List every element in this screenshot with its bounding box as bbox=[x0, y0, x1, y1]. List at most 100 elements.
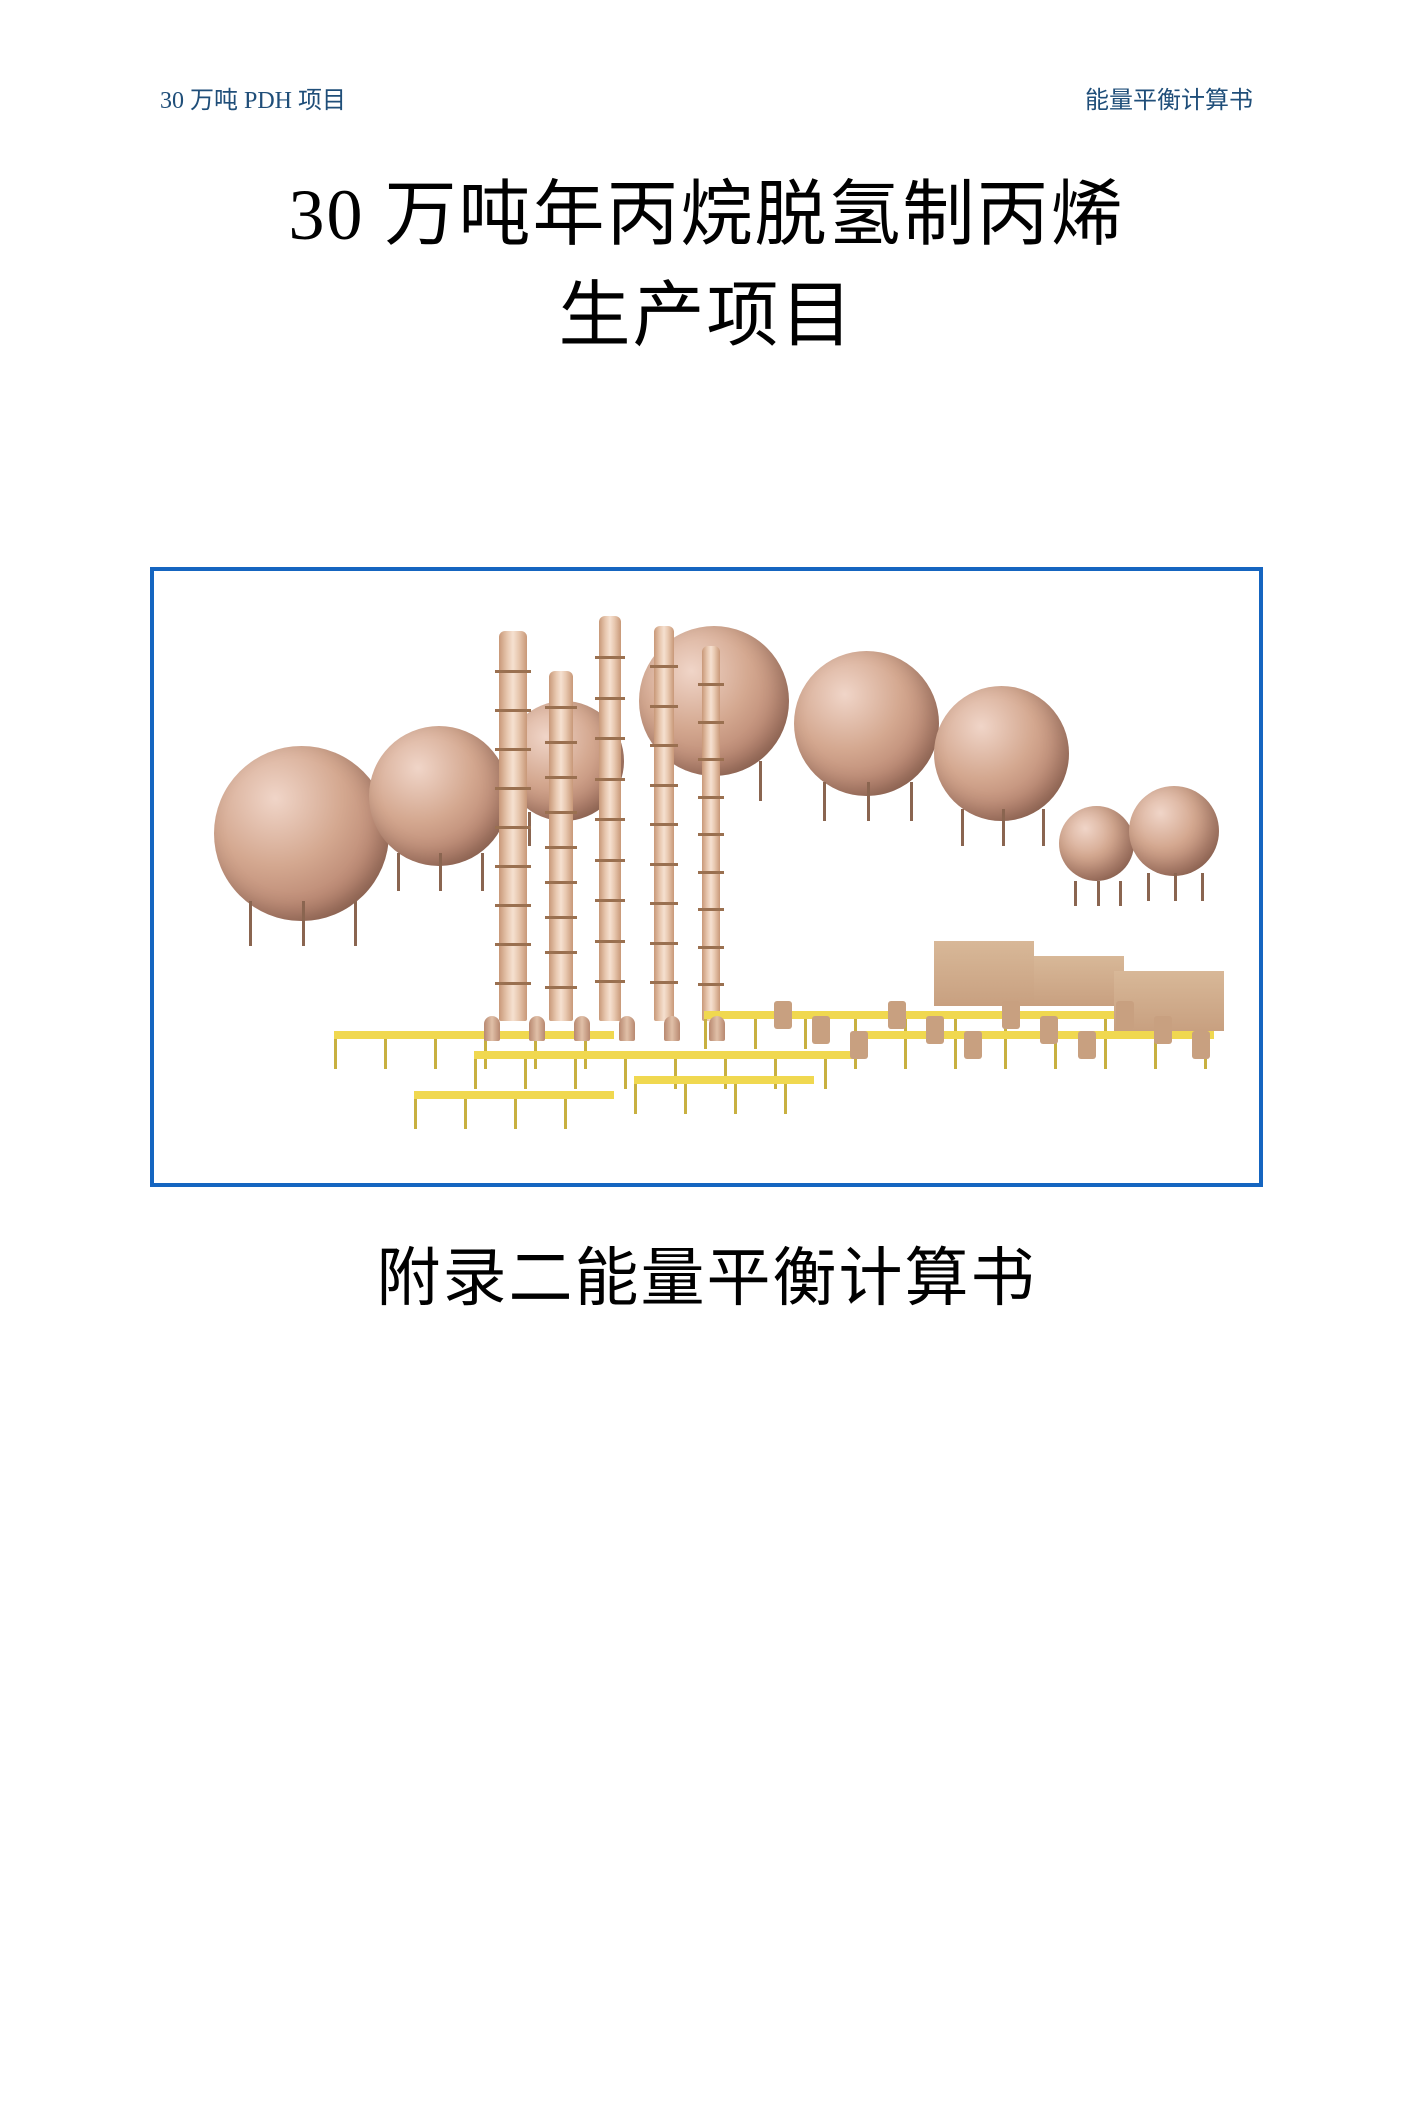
column-platform-icon bbox=[545, 706, 577, 709]
column-platform-icon bbox=[495, 865, 531, 868]
column-platform-icon bbox=[495, 709, 531, 712]
column-platform-icon bbox=[495, 670, 531, 673]
column-platform-icon bbox=[698, 983, 724, 986]
storage-sphere-icon bbox=[1059, 806, 1134, 881]
document-page: 30 万吨 PDH 项目 能量平衡计算书 30 万吨年丙烷脱氢制丙烯 生产项目 … bbox=[0, 0, 1413, 2112]
column-platform-icon bbox=[545, 811, 577, 814]
sphere-leg-icon bbox=[354, 901, 357, 946]
equipment-building-icon bbox=[1034, 956, 1124, 1006]
column-platform-icon bbox=[650, 784, 678, 787]
support-beam-icon bbox=[1004, 1039, 1007, 1069]
header-right: 能量平衡计算书 bbox=[1085, 80, 1253, 115]
distillation-column-icon bbox=[549, 671, 573, 1021]
storage-sphere-icon bbox=[1129, 786, 1219, 876]
equipment-unit-icon bbox=[812, 1016, 830, 1044]
support-beam-icon bbox=[754, 1019, 757, 1049]
support-beam-icon bbox=[564, 1099, 567, 1129]
column-platform-icon bbox=[495, 982, 531, 985]
column-platform-icon bbox=[495, 943, 531, 946]
column-platform-icon bbox=[595, 859, 625, 862]
sphere-leg-icon bbox=[1042, 809, 1045, 846]
sphere-leg-icon bbox=[302, 901, 305, 946]
walkway-platform-icon bbox=[704, 1011, 1124, 1019]
support-beam-icon bbox=[784, 1084, 787, 1114]
distillation-column-icon bbox=[499, 631, 527, 1021]
support-beam-icon bbox=[824, 1059, 827, 1089]
column-platform-icon bbox=[545, 776, 577, 779]
distillation-column-icon bbox=[702, 646, 720, 1021]
column-platform-icon bbox=[650, 705, 678, 708]
column-platform-icon bbox=[698, 683, 724, 686]
sphere-leg-icon bbox=[1002, 809, 1005, 846]
column-platform-icon bbox=[650, 665, 678, 668]
equipment-unit-icon bbox=[1002, 1001, 1020, 1029]
sphere-leg-icon bbox=[397, 853, 400, 891]
vessel-icon bbox=[709, 1016, 725, 1041]
distillation-column-icon bbox=[654, 626, 674, 1021]
column-platform-icon bbox=[595, 778, 625, 781]
column-platform-icon bbox=[595, 656, 625, 659]
sphere-leg-icon bbox=[910, 782, 913, 821]
column-platform-icon bbox=[698, 946, 724, 949]
storage-sphere-icon bbox=[934, 686, 1069, 821]
column-platform-icon bbox=[495, 787, 531, 790]
support-beam-icon bbox=[464, 1099, 467, 1129]
vessel-icon bbox=[484, 1016, 500, 1041]
column-platform-icon bbox=[545, 846, 577, 849]
sphere-leg-icon bbox=[1074, 881, 1077, 906]
column-platform-icon bbox=[545, 881, 577, 884]
support-beam-icon bbox=[804, 1019, 807, 1049]
walkway-platform-icon bbox=[334, 1031, 614, 1039]
sphere-leg-icon bbox=[481, 853, 484, 891]
support-beam-icon bbox=[524, 1059, 527, 1089]
vessel-icon bbox=[664, 1016, 680, 1041]
column-platform-icon bbox=[698, 758, 724, 761]
plant-diagram-container bbox=[150, 567, 1263, 1187]
column-platform-icon bbox=[650, 823, 678, 826]
sphere-leg-icon bbox=[867, 782, 870, 821]
storage-sphere-icon bbox=[794, 651, 939, 796]
support-beam-icon bbox=[674, 1059, 677, 1089]
support-beam-icon bbox=[414, 1099, 417, 1129]
sphere-leg-icon bbox=[823, 782, 826, 821]
page-header: 30 万吨 PDH 项目 能量平衡计算书 bbox=[150, 80, 1263, 115]
equipment-unit-icon bbox=[774, 1001, 792, 1029]
column-platform-icon bbox=[545, 741, 577, 744]
equipment-unit-icon bbox=[1040, 1016, 1058, 1044]
support-beam-icon bbox=[704, 1019, 707, 1049]
support-beam-icon bbox=[724, 1059, 727, 1089]
column-platform-icon bbox=[545, 916, 577, 919]
column-platform-icon bbox=[650, 863, 678, 866]
support-beam-icon bbox=[334, 1039, 337, 1069]
sphere-leg-icon bbox=[1097, 881, 1100, 906]
support-beam-icon bbox=[1104, 1039, 1107, 1069]
document-subtitle: 附录二能量平衡计算书 bbox=[150, 1227, 1263, 1319]
equipment-unit-icon bbox=[1154, 1016, 1172, 1044]
column-platform-icon bbox=[495, 748, 531, 751]
support-beam-icon bbox=[954, 1039, 957, 1069]
sphere-leg-icon bbox=[1201, 873, 1204, 901]
equipment-unit-icon bbox=[1116, 1001, 1134, 1029]
sphere-leg-icon bbox=[961, 809, 964, 846]
column-platform-icon bbox=[595, 899, 625, 902]
walkway-platform-icon bbox=[414, 1091, 614, 1099]
walkway-platform-icon bbox=[474, 1051, 854, 1059]
storage-sphere-icon bbox=[214, 746, 389, 921]
column-platform-icon bbox=[650, 902, 678, 905]
sphere-leg-icon bbox=[1119, 881, 1122, 906]
support-beam-icon bbox=[474, 1059, 477, 1089]
support-beam-icon bbox=[634, 1084, 637, 1114]
column-platform-icon bbox=[698, 796, 724, 799]
plant-3d-diagram bbox=[154, 571, 1259, 1183]
column-platform-icon bbox=[698, 721, 724, 724]
column-platform-icon bbox=[595, 818, 625, 821]
title-line-2: 生产项目 bbox=[150, 266, 1263, 367]
support-beam-icon bbox=[574, 1059, 577, 1089]
column-platform-icon bbox=[595, 697, 625, 700]
column-platform-icon bbox=[650, 942, 678, 945]
support-beam-icon bbox=[434, 1039, 437, 1069]
column-platform-icon bbox=[698, 833, 724, 836]
column-platform-icon bbox=[650, 981, 678, 984]
column-platform-icon bbox=[698, 871, 724, 874]
header-left: 30 万吨 PDH 项目 bbox=[160, 80, 346, 115]
